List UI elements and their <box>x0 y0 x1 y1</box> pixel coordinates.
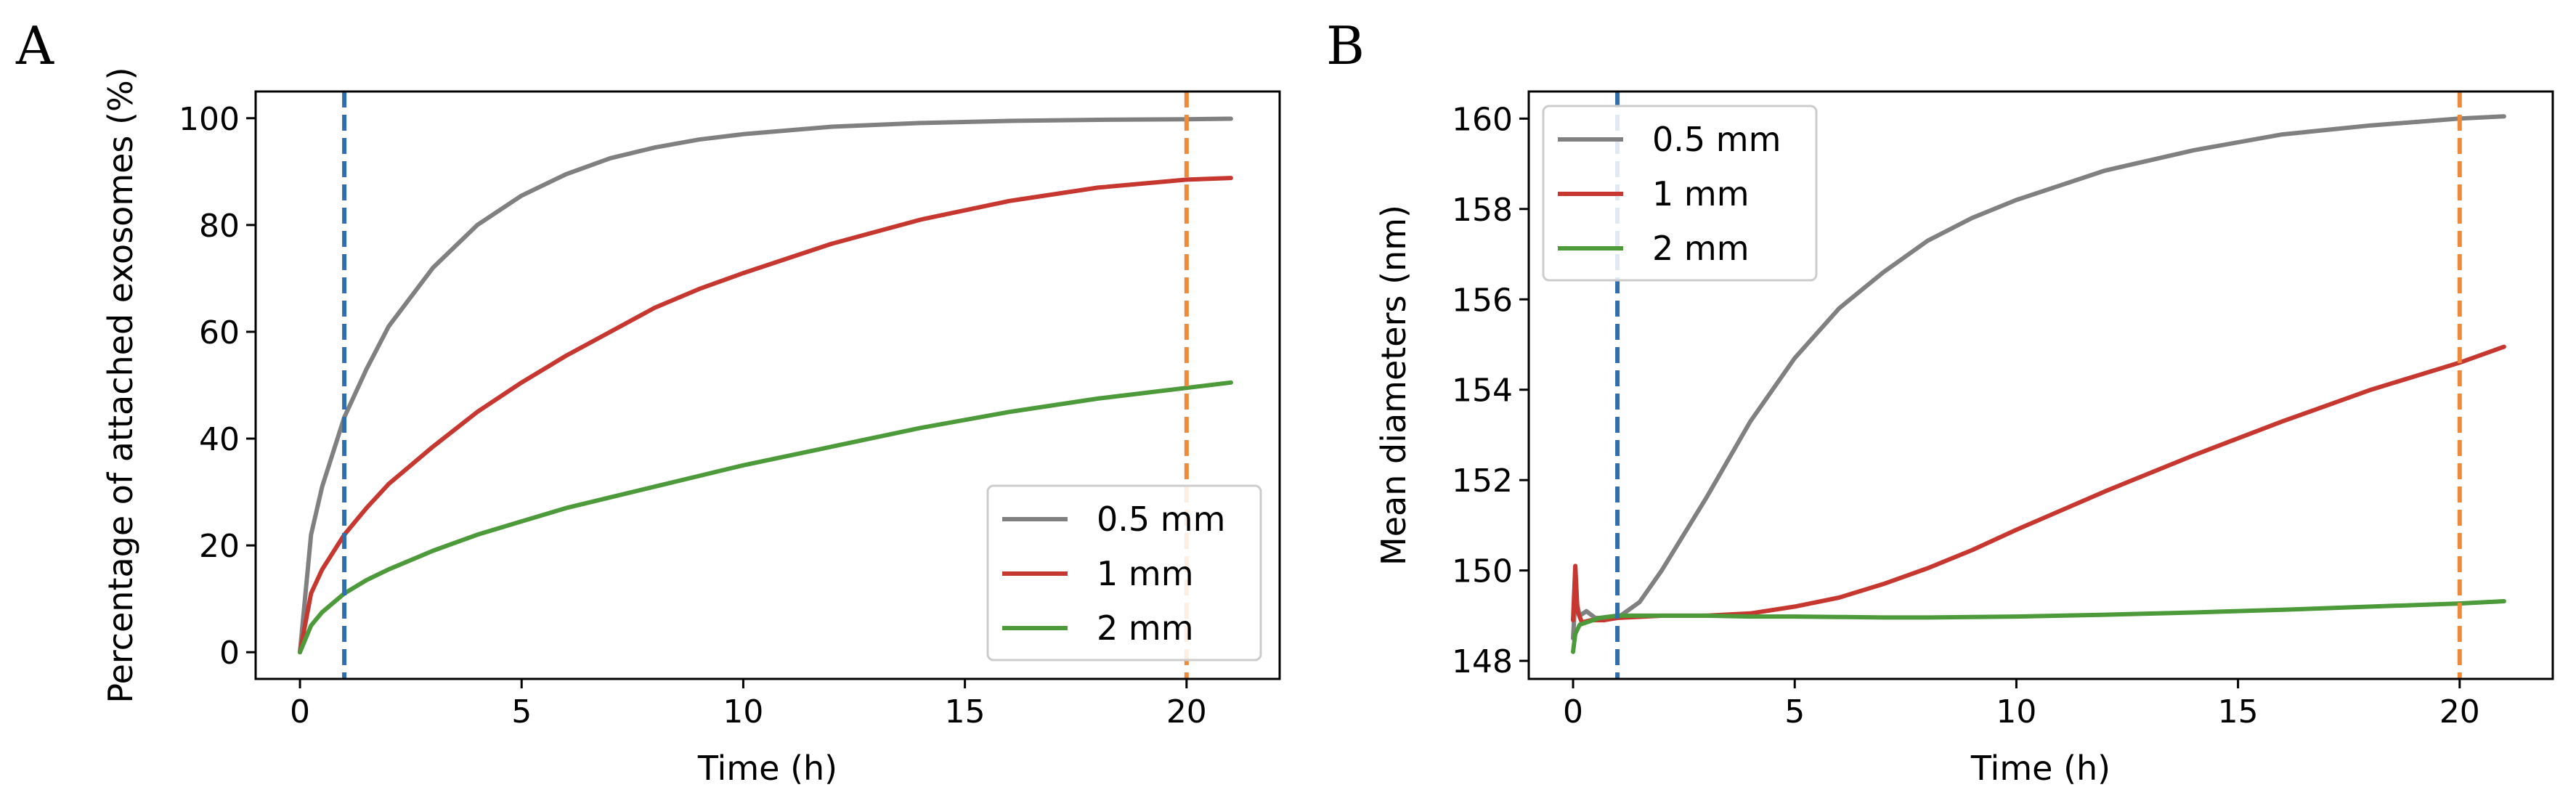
panel-b-series-2-mm-line <box>1571 599 2506 654</box>
panel-a-ytick-label-0: 0 <box>219 635 240 672</box>
panel-a-letter: A <box>15 15 54 76</box>
panel-b-ylabel: Mean diameters (nm) <box>1374 205 1413 566</box>
panel-a-xtick-label-15: 15 <box>945 693 986 730</box>
panel-a-legend-label-1-mm: 1 mm <box>1097 554 1194 593</box>
panel-b-ytick-label-160: 160 <box>1452 101 1513 138</box>
panel-a-ytick-label-100: 100 <box>179 101 240 138</box>
panel-b-ytick-label-148: 148 <box>1452 643 1513 680</box>
panel-b-legend-label-2-mm: 2 mm <box>1652 229 1750 268</box>
panel-a-series-1-mm-line <box>298 176 1233 655</box>
panel-b-ytick-label-158: 158 <box>1452 192 1513 229</box>
panel-b-letter: B <box>1326 15 1365 76</box>
panel-a-ytick-label-60: 60 <box>199 314 240 351</box>
panel-b-xtick-label-10: 10 <box>1996 693 2036 730</box>
panel-a-series-0-5-mm-line <box>298 116 1233 655</box>
panel-a-legend-label-2-mm: 2 mm <box>1097 608 1194 648</box>
panel-a-ytick-label-40: 40 <box>199 421 240 458</box>
panel-a-xtick-label-0: 0 <box>290 693 310 730</box>
panel-a-legend-label-0-5-mm: 0.5 mm <box>1097 500 1225 539</box>
panel-a-plot-area <box>298 116 1233 655</box>
panel-a-xtick-label-10: 10 <box>723 693 763 730</box>
panel-b-axes-frame <box>1527 90 2554 680</box>
panel-a-xlabel: Time (h) <box>697 749 837 788</box>
panel-a-legend-box <box>986 484 1262 661</box>
panel-a-xtick-label-5: 5 <box>511 693 532 730</box>
panel-a-ytick-label-80: 80 <box>199 208 240 245</box>
panel-a-ylabel: Percentage of attached exosomes (%) <box>101 67 140 703</box>
panel-b-ytick-label-154: 154 <box>1452 372 1513 410</box>
panel-b-ytick-label-156: 156 <box>1452 282 1513 319</box>
panel-b-ytick-label-152: 152 <box>1452 463 1513 500</box>
panel-b-xtick-label-0: 0 <box>1563 693 1583 730</box>
panel-a-ytick-label-20: 20 <box>199 528 240 565</box>
panel-a-axes-frame <box>254 90 1281 680</box>
panel-b-legend-label-0-5-mm: 0.5 mm <box>1652 120 1781 159</box>
panel-b-legend-box <box>1542 105 1818 282</box>
panel-b-series-0-5-mm-line <box>1571 114 2506 640</box>
panel-b-plot-area <box>1571 114 2506 654</box>
panel-b-legend-label-1-mm: 1 mm <box>1652 174 1750 213</box>
panel-a-xtick-label-20: 20 <box>1166 693 1207 730</box>
panel-a-series-2-mm-line <box>298 380 1233 655</box>
panel-b-xlabel: Time (h) <box>1970 749 2110 788</box>
panel-b-ytick-label-150: 150 <box>1452 553 1513 590</box>
panel-b-xtick-label-20: 20 <box>2439 693 2480 730</box>
panel-b-xtick-label-5: 5 <box>1784 693 1805 730</box>
panel-b-xtick-label-15: 15 <box>2218 693 2259 730</box>
